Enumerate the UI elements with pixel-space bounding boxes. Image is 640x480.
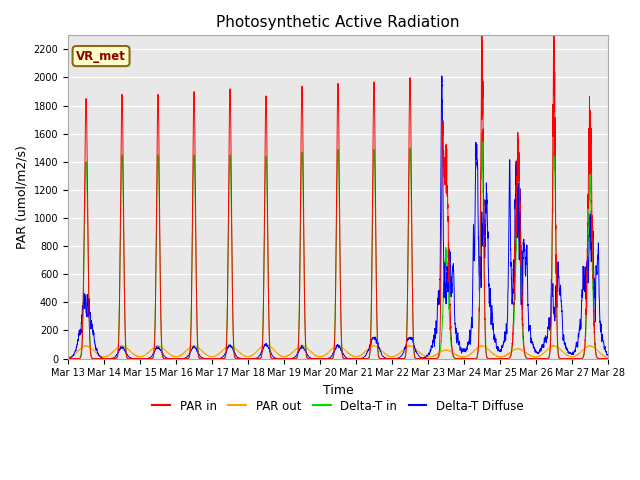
PAR in bbox=[604, 356, 611, 361]
Delta-T in bbox=[429, 356, 437, 361]
Delta-T Diffuse bbox=[438, 73, 445, 79]
Delta-T in bbox=[161, 356, 169, 361]
Line: Delta-T in: Delta-T in bbox=[68, 132, 608, 359]
PAR out bbox=[604, 355, 611, 360]
PAR in bbox=[318, 356, 326, 361]
Delta-T Diffuse bbox=[460, 346, 467, 351]
Delta-T Diffuse bbox=[490, 331, 497, 337]
Line: Delta-T Diffuse: Delta-T Diffuse bbox=[68, 76, 608, 359]
Delta-T Diffuse bbox=[604, 352, 611, 358]
Delta-T Diffuse bbox=[429, 339, 437, 345]
PAR in bbox=[429, 356, 437, 361]
PAR out bbox=[318, 354, 326, 360]
Line: PAR out: PAR out bbox=[68, 344, 608, 358]
X-axis label: Time: Time bbox=[323, 384, 353, 397]
PAR in bbox=[459, 356, 467, 361]
Line: PAR in: PAR in bbox=[68, 16, 608, 359]
Delta-T in bbox=[459, 356, 467, 361]
PAR out bbox=[490, 351, 497, 357]
Delta-T Diffuse bbox=[64, 356, 72, 361]
Text: VR_met: VR_met bbox=[76, 49, 126, 62]
Title: Photosynthetic Active Radiation: Photosynthetic Active Radiation bbox=[216, 15, 460, 30]
PAR out bbox=[161, 347, 169, 353]
Delta-T in bbox=[136, 356, 144, 361]
Delta-T in bbox=[490, 356, 497, 361]
PAR in bbox=[490, 356, 497, 361]
Y-axis label: PAR (umol/m2/s): PAR (umol/m2/s) bbox=[15, 145, 28, 249]
PAR out bbox=[604, 355, 612, 360]
PAR out bbox=[429, 353, 437, 359]
PAR in bbox=[161, 356, 169, 361]
Delta-T Diffuse bbox=[316, 356, 324, 361]
PAR out bbox=[262, 341, 269, 347]
PAR in bbox=[604, 356, 612, 361]
PAR out bbox=[459, 354, 467, 360]
Delta-T in bbox=[318, 356, 326, 361]
PAR in bbox=[478, 13, 486, 19]
PAR in bbox=[136, 356, 144, 361]
PAR out bbox=[604, 355, 612, 360]
Delta-T in bbox=[604, 356, 611, 361]
Legend: PAR in, PAR out, Delta-T in, Delta-T Diffuse: PAR in, PAR out, Delta-T in, Delta-T Dif… bbox=[148, 395, 528, 417]
PAR in bbox=[64, 356, 72, 361]
PAR out bbox=[64, 355, 72, 360]
Delta-T in bbox=[478, 129, 486, 134]
Delta-T in bbox=[64, 356, 72, 361]
Delta-T Diffuse bbox=[604, 352, 612, 358]
Delta-T in bbox=[604, 356, 612, 361]
Delta-T Diffuse bbox=[161, 354, 169, 360]
Delta-T Diffuse bbox=[318, 356, 326, 361]
